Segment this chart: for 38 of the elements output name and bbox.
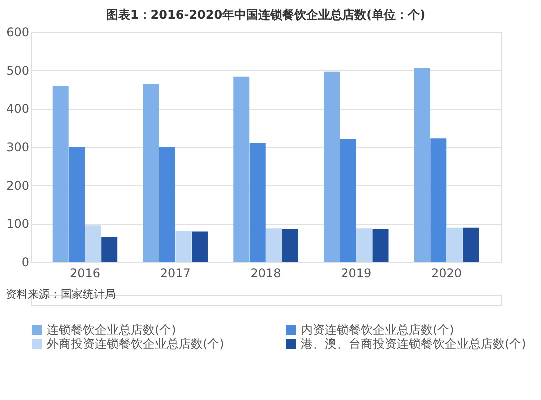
legend-label: 连锁餐饮企业总店数(个) [47,323,176,337]
bar [176,230,192,262]
y-tick-label: 0 [22,256,30,270]
bar [446,228,463,262]
bar [414,68,430,262]
chart-title: 图表1：2016-2020年中国连锁餐饮企业总店数(单位：个) [106,8,426,22]
legend-label: 内资连锁餐饮企业总店数(个) [301,323,454,337]
bar [340,139,356,262]
bar [266,228,282,262]
x-tick-label: 2018 [250,266,282,280]
bar [463,228,480,262]
bar [372,229,389,262]
legend-label: 外商投资连锁餐饮企业总店数(个) [47,337,224,351]
y-tick-label: 300 [6,140,30,154]
bar [234,76,250,262]
bar [356,228,373,262]
bar [69,147,86,262]
bar [324,72,340,262]
bar [102,237,118,262]
y-tick-label: 500 [6,64,30,78]
bar [192,232,208,262]
bar [430,138,447,262]
y-tick-label: 100 [6,217,30,232]
x-tick-label: 2016 [70,266,101,280]
bar [250,144,266,262]
bar [159,147,176,262]
legend-label: 港、澳、台商投资连锁餐饮企业总店数(个) [301,337,526,351]
bar [143,84,160,262]
y-tick-label: 200 [6,178,30,193]
text: 资料来源：国家统计局 [6,288,116,301]
x-tick-label: 2017 [160,266,191,280]
y-tick-label: 400 [6,102,30,116]
bar [282,229,298,262]
y-tick-label: 600 [6,26,30,40]
bar [85,226,102,262]
bar [52,86,69,262]
x-tick-label: 2020 [431,266,462,280]
x-tick-label: 2019 [341,266,372,280]
